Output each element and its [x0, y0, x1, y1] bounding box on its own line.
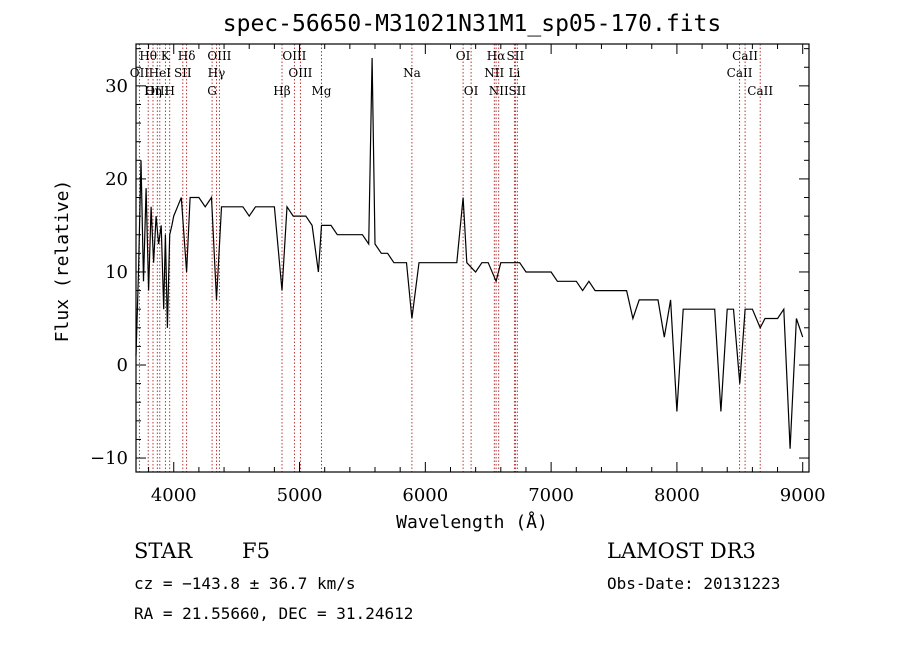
object-subclass: F5 — [242, 539, 270, 563]
spectral-line-label: Hβ — [273, 84, 290, 98]
spectral-line-label: Hγ — [208, 66, 226, 80]
survey-name: LAMOST DR3 — [607, 539, 756, 563]
y-axis-label: Flux (relative) — [52, 180, 73, 343]
spectral-line-label: Mg — [312, 84, 332, 98]
object-class: STAR — [134, 539, 193, 563]
spectral-line-label: OI — [456, 49, 471, 63]
x-tick-label: 6000 — [402, 485, 448, 506]
spectral-line-label: CaII — [727, 66, 753, 80]
spectrum-series-line — [135, 57, 804, 449]
x-axis-ticks: 4000 5000 6000 7000 8000 9000 — [148, 44, 826, 506]
spectral-line-label: HeI — [149, 66, 172, 80]
spectral-line-label: Li — [508, 66, 520, 80]
spectral-line-label: OI — [464, 84, 479, 98]
spectral-line-label: CaII — [732, 49, 758, 63]
x-tick-label: 4000 — [151, 485, 197, 506]
y-tick-label: 0 — [117, 355, 128, 376]
x-tick-label: 7000 — [528, 485, 574, 506]
spectral-line-label: Hθ — [139, 49, 157, 63]
y-tick-label: 10 — [105, 262, 128, 283]
spectral-line-label: K — [161, 49, 171, 63]
spectral-line-label: G — [207, 84, 217, 98]
y-axis-ticks: −10 0 10 20 30 — [90, 48, 809, 469]
spectral-line-label: SII — [174, 66, 192, 80]
spectral-line-label: SII — [508, 84, 526, 98]
spectral-line-label: H — [164, 84, 174, 98]
x-tick-label: 8000 — [654, 485, 700, 506]
y-tick-label: 30 — [105, 76, 128, 97]
spectral-line-label: OIII — [282, 49, 306, 63]
x-tick-label: 5000 — [277, 485, 323, 506]
redshift-text: cz = −143.8 ± 36.7 km/s — [134, 574, 356, 593]
observation-date: Obs-Date: 20131223 — [607, 574, 780, 593]
spectral-line-label: CaII — [747, 84, 773, 98]
spectral-line-label: Na — [403, 66, 421, 80]
spectral-line-label: SII — [507, 49, 525, 63]
spectral-line-label: OIII — [145, 84, 169, 98]
spectral-line-label: OIII — [288, 66, 312, 80]
y-tick-label: −10 — [90, 448, 128, 469]
coordinates-text: RA = 21.55660, DEC = 31.24612 — [134, 604, 413, 623]
chart-title: spec-56650-M31021N31M1_sp05-170.fits — [223, 11, 722, 37]
spectral-line-markers — [138, 44, 761, 472]
spectral-line-label: Hδ — [178, 49, 196, 63]
spectral-line-label: NII — [489, 84, 509, 98]
spectral-line-label: OII — [130, 66, 150, 80]
spectral-line-label: Hη — [144, 84, 162, 98]
x-axis-label: Wavelength (Å) — [396, 511, 548, 533]
spectral-line-label: NII — [484, 66, 504, 80]
x-tick-label: 9000 — [780, 485, 826, 506]
spectral-line-label: Hα — [487, 49, 506, 63]
plot-frame — [135, 43, 810, 473]
spectral-line-label: OIII — [207, 49, 231, 63]
y-tick-label: 20 — [105, 169, 128, 190]
